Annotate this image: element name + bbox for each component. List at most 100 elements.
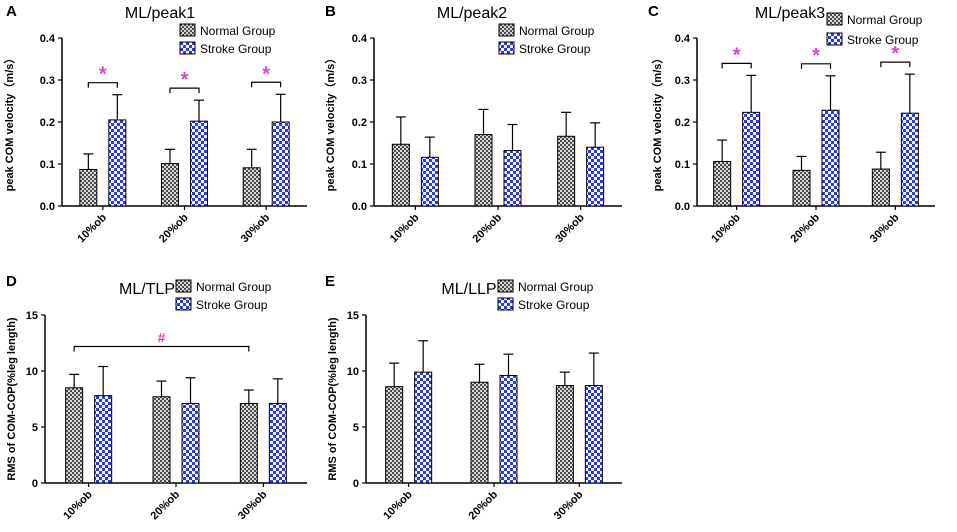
- y-tick-label: 0.1: [352, 159, 367, 171]
- significance-bracket: [800, 63, 832, 69]
- x-tick-label: 30%ob: [553, 211, 587, 245]
- x-tick-label: 30%ob: [868, 211, 902, 245]
- y-tick-label: 15: [26, 310, 38, 322]
- legend: Normal Group Stroke Group: [498, 23, 595, 56]
- y-tick-label: 0.3: [352, 75, 367, 87]
- legend-swatch-normal: [175, 279, 192, 293]
- significance-bracket: [880, 61, 911, 68]
- bar-normal-1: [385, 386, 404, 484]
- bar-stroke-1: [420, 156, 439, 207]
- bar-normal-3: [871, 168, 890, 207]
- panel-d: D ML/TLP 0 5 10 15 RMS of COM-COP(%leg length)…: [6, 273, 307, 522]
- x-tick-label: 20%ob: [157, 211, 191, 245]
- legend: Normal Group Stroke Group: [826, 12, 923, 47]
- legend: Normal Group Stroke Group: [179, 23, 276, 56]
- x-tick-label: 20%ob: [471, 211, 505, 245]
- y-tick-label: 10: [26, 366, 38, 378]
- panel-title: ML/peak3: [755, 5, 825, 22]
- bar-stroke-3: [584, 385, 603, 484]
- bar-stroke-3: [271, 121, 290, 207]
- bar-normal-1: [713, 160, 732, 207]
- bar-stroke-3: [900, 112, 919, 207]
- panel-letter: C: [648, 3, 659, 20]
- bar-stroke-3: [268, 402, 287, 484]
- significance-bracket: [73, 345, 250, 352]
- y-tick-label: 0.0: [675, 201, 690, 213]
- legend-label-normal: Normal Group: [200, 24, 276, 38]
- bar-normal-2: [474, 134, 493, 207]
- panel-b: B ML/peak2 0.0 0.1 0.2 0.3 0.4 peak COM velocit…: [324, 3, 622, 245]
- legend: Normal Group Stroke Group: [497, 279, 594, 312]
- bar-stroke-1: [414, 371, 433, 484]
- bar-stroke-2: [503, 150, 522, 207]
- panel-letter: E: [325, 273, 335, 290]
- legend-label-stroke: Stroke Group: [196, 298, 268, 312]
- legend-swatch-normal: [179, 23, 196, 37]
- x-tick-label: 10%ob: [709, 211, 743, 245]
- bar-stroke-2: [821, 109, 840, 207]
- bar-stroke-2: [181, 402, 200, 484]
- significance-marker: *: [99, 64, 107, 86]
- y-tick-label: 0.1: [675, 159, 690, 171]
- significance-marker: *: [733, 44, 741, 66]
- y-tick-label: 0.0: [352, 201, 367, 213]
- legend-label-stroke: Stroke Group: [200, 42, 272, 56]
- panel-title: ML/LLP: [441, 281, 496, 298]
- panel-title: ML/peak1: [125, 5, 195, 22]
- legend-label-stroke: Stroke Group: [518, 298, 590, 312]
- y-tick-label: 0: [353, 478, 359, 490]
- panel-title: ML/TLP: [119, 281, 175, 298]
- bar-stroke-2: [190, 120, 208, 207]
- significance-marker: *: [181, 69, 189, 91]
- y-tick-label: 0.0: [40, 201, 55, 213]
- legend-swatch-stroke: [179, 41, 196, 55]
- panel-letter: D: [6, 273, 17, 290]
- y-tick-label: 5: [32, 422, 38, 434]
- legend: Normal Group Stroke Group: [175, 279, 272, 312]
- significance-bracket: [169, 87, 200, 94]
- significance-marker: *: [812, 45, 820, 67]
- legend-label-normal: Normal Group: [847, 13, 923, 27]
- bar-normal-2: [792, 169, 811, 207]
- legend-swatch-normal: [826, 12, 843, 26]
- x-tick-label: 20%ob: [467, 488, 501, 522]
- significance-bracket: [87, 82, 118, 88]
- y-axis-label: peak COM velocity（m/s）: [651, 53, 664, 192]
- panel-letter: A: [6, 3, 17, 20]
- panel-c: C ML/peak3 0.0 0.1 0.2 0.3 0.4 peak COM velocit…: [648, 3, 935, 245]
- x-tick-label: 10%ob: [381, 488, 415, 522]
- y-tick-label: 0.1: [40, 159, 55, 171]
- bar-stroke-1: [94, 395, 113, 484]
- legend-label-stroke: Stroke Group: [847, 33, 919, 47]
- legend-swatch-normal: [497, 279, 514, 293]
- significance-bracket: [251, 81, 282, 88]
- x-tick-label: 20%ob: [789, 211, 823, 245]
- y-axis-label: peak COM velocity（m/s）: [324, 53, 337, 192]
- y-tick-label: 0.3: [40, 75, 55, 87]
- bar-normal-2: [152, 396, 171, 484]
- y-tick-label: 0.4: [352, 33, 368, 45]
- bar-stroke-1: [108, 119, 127, 207]
- significance-marker: *: [262, 63, 270, 85]
- y-tick-label: 10: [347, 366, 359, 378]
- bar-normal-1: [391, 143, 410, 207]
- bar-stroke-2: [499, 374, 518, 484]
- bar-normal-3: [557, 135, 576, 207]
- y-axis-label: RMS of COM-COP(%leg length): [6, 317, 18, 480]
- legend-swatch-stroke: [497, 297, 514, 311]
- y-tick-label: 0: [32, 478, 38, 490]
- y-tick-label: 0.2: [675, 117, 690, 129]
- bar-normal-2: [470, 381, 489, 484]
- panel-e: E ML/LLP 0 5 10 15 RMS of COM-COP(%leg length)…: [325, 273, 622, 522]
- legend-label-normal: Normal Group: [518, 280, 594, 294]
- legend-swatch-stroke: [826, 32, 843, 46]
- x-tick-label: 30%ob: [552, 488, 586, 522]
- x-tick-label: 20%ob: [149, 488, 183, 522]
- y-axis-label: peak COM velocity（m/s）: [3, 53, 16, 192]
- panel-letter: B: [325, 3, 336, 20]
- bar-normal-1: [65, 387, 84, 484]
- y-tick-label: 0.2: [40, 117, 55, 129]
- y-axis-label: RMS of COM-COP(%leg length): [327, 317, 339, 480]
- legend-label-normal: Normal Group: [196, 280, 272, 294]
- x-tick-label: 30%ob: [239, 211, 273, 245]
